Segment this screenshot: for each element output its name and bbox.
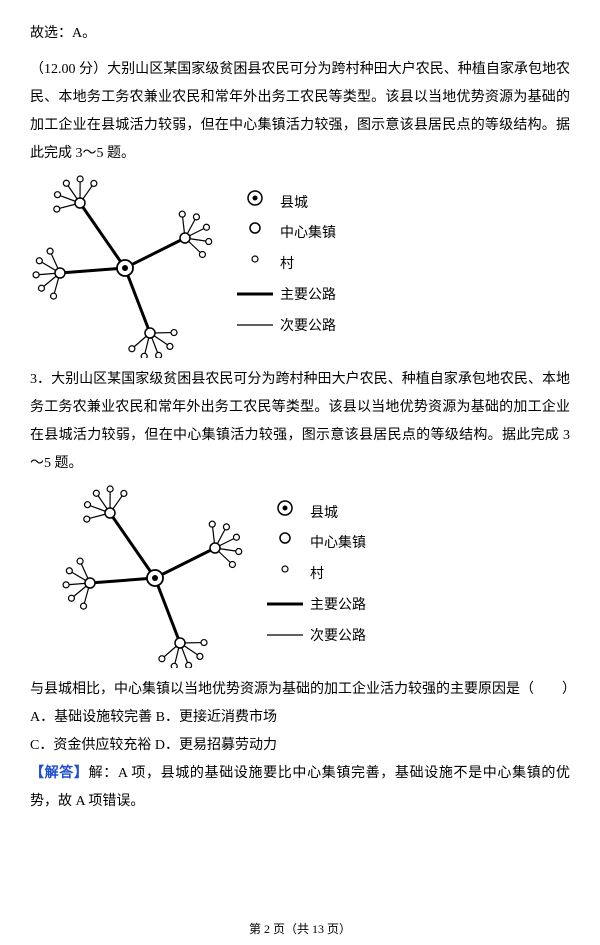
settlement-diagram-2: [60, 483, 250, 668]
q3-text: 大别山区某国家级贫困县农民可分为跨村种田大户农民、种植自家承包地农民、本地务工务…: [30, 372, 570, 471]
legend-major-2: 主要公路: [260, 591, 366, 622]
legend-village: 村: [230, 250, 336, 281]
diagram-block-2: 县城 中心集镇 村 主要公路 次要公路: [60, 483, 570, 668]
top-answer: 故选：A。: [30, 20, 570, 48]
legend-village-label-2: 村: [310, 560, 324, 591]
q3-number: 3．: [30, 372, 51, 387]
town-symbol: [230, 219, 280, 250]
legend-town: 中心集镇: [230, 219, 336, 250]
legend-major-label: 主要公路: [280, 281, 336, 312]
intro-paragraph: （12.00 分）大别山区某国家级贫困县农民可分为跨村种田大户农民、种植自家承包…: [30, 56, 570, 168]
question-stem: 与县城相比，中心集镇以当地优势资源为基础的加工企业活力较强的主要原因是（ ）: [30, 676, 570, 704]
legend-county-2: 县城: [260, 499, 366, 530]
legend-village-label: 村: [280, 250, 294, 281]
legend-county-label: 县城: [280, 189, 308, 220]
answer-line: 【解答】解：A 项，县城的基础设施要比中心集镇完善，基础设施不是中心集镇的优势，…: [30, 760, 570, 816]
legend-minor-label-2: 次要公路: [310, 622, 366, 653]
options-ab: A．基础设施较完善 B．更接近消费市场: [30, 704, 570, 732]
legend-minor-2: 次要公路: [260, 622, 366, 653]
legend-town-label: 中心集镇: [280, 219, 336, 250]
legend-major: 主要公路: [230, 281, 336, 312]
diagram-block-1: 县城 中心集镇 村 主要公路 次要公路: [30, 173, 570, 358]
legend-county-label-2: 县城: [310, 499, 338, 530]
legend-major-label-2: 主要公路: [310, 591, 366, 622]
minor-road-symbol: [230, 312, 280, 343]
major-road-symbol: [230, 281, 280, 312]
legend-village-2: 村: [260, 560, 366, 591]
options-cd: C．资金供应较充裕 D．更易招募劳动力: [30, 732, 570, 760]
legend-minor: 次要公路: [230, 312, 336, 343]
town-symbol-2: [260, 529, 310, 560]
minor-road-symbol-2: [260, 622, 310, 653]
village-symbol-2: [260, 560, 310, 591]
legend-county: 县城: [230, 189, 336, 220]
legend-town-2: 中心集镇: [260, 529, 366, 560]
legend-minor-label: 次要公路: [280, 312, 336, 343]
legend-2: 县城 中心集镇 村 主要公路 次要公路: [260, 499, 366, 653]
county-symbol: [230, 189, 280, 220]
answer-label: 【解答】: [30, 766, 89, 781]
settlement-diagram-1: [30, 173, 220, 358]
page-footer: 第 2 页（共 13 页）: [0, 920, 600, 937]
question-3: 3．大别山区某国家级贫困县农民可分为跨村种田大户农民、种植自家承包地农民、本地务…: [30, 366, 570, 478]
legend-1: 县城 中心集镇 村 主要公路 次要公路: [230, 189, 336, 343]
village-symbol: [230, 250, 280, 281]
county-symbol-2: [260, 499, 310, 530]
legend-town-label-2: 中心集镇: [310, 529, 366, 560]
answer-text: 解：A 项，县城的基础设施要比中心集镇完善，基础设施不是中心集镇的优势，故 A …: [30, 766, 570, 809]
major-road-symbol-2: [260, 591, 310, 622]
